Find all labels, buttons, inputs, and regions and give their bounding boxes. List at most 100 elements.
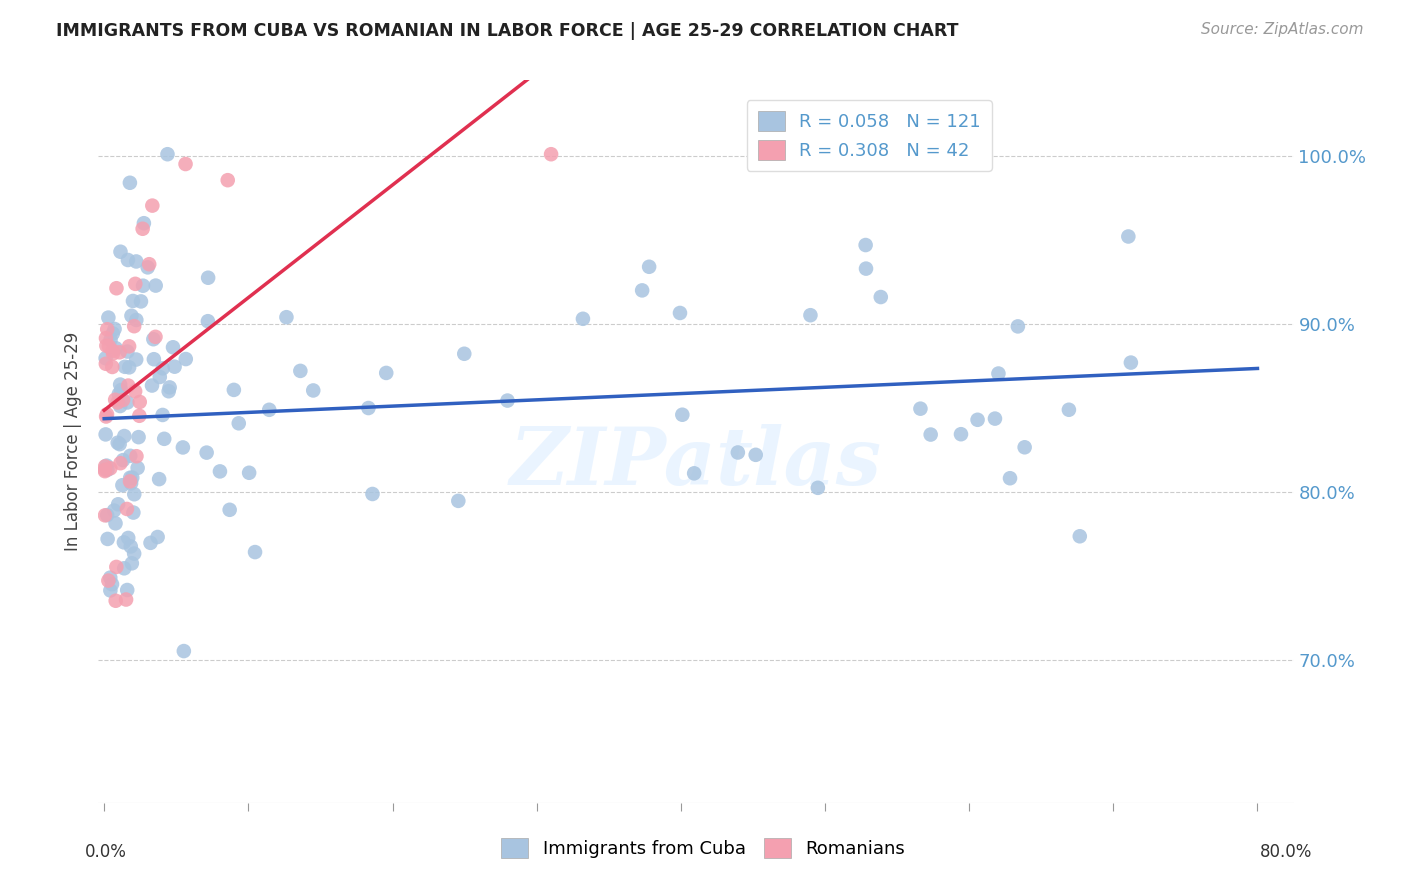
Point xyxy=(910,401,932,416)
Point xyxy=(132,216,155,230)
Point xyxy=(744,448,766,462)
Point xyxy=(920,427,942,442)
Point xyxy=(125,254,148,268)
Point xyxy=(110,456,132,470)
Point xyxy=(105,560,128,574)
Point xyxy=(357,401,380,415)
Point xyxy=(1014,440,1036,454)
Point xyxy=(136,260,159,275)
Text: IMMIGRANTS FROM CUBA VS ROMANIAN IN LABOR FORCE | AGE 25-29 CORRELATION CHART: IMMIGRANTS FROM CUBA VS ROMANIAN IN LABO… xyxy=(56,22,959,40)
Point xyxy=(157,384,180,399)
Point xyxy=(540,147,562,161)
Point xyxy=(855,238,877,252)
Point xyxy=(128,395,150,409)
Point xyxy=(987,367,1010,381)
Point xyxy=(105,281,128,295)
Point xyxy=(163,359,186,374)
Point xyxy=(111,453,134,467)
Point xyxy=(142,352,165,367)
Point xyxy=(162,340,184,354)
Point xyxy=(152,361,174,376)
Point xyxy=(1069,529,1091,543)
Point xyxy=(276,310,298,325)
Point xyxy=(96,407,118,421)
Point xyxy=(671,408,693,422)
Text: ZIPatlas: ZIPatlas xyxy=(510,425,882,502)
Point xyxy=(1057,402,1080,417)
Point xyxy=(104,516,127,531)
Point xyxy=(97,532,120,546)
Point xyxy=(453,347,475,361)
Point xyxy=(127,461,149,475)
Point xyxy=(146,530,169,544)
Point xyxy=(1118,229,1140,244)
Point xyxy=(110,244,132,259)
Point xyxy=(125,313,148,327)
Point xyxy=(124,384,146,399)
Point xyxy=(141,199,163,213)
Y-axis label: In Labor Force | Age 25-29: In Labor Force | Age 25-29 xyxy=(65,332,83,551)
Point xyxy=(94,508,117,523)
Point xyxy=(118,339,141,353)
Point xyxy=(104,593,127,607)
Point xyxy=(1007,319,1029,334)
Point xyxy=(107,395,129,409)
Point xyxy=(153,432,176,446)
Point xyxy=(100,333,122,347)
Point xyxy=(683,467,706,481)
Point xyxy=(197,314,219,328)
Point xyxy=(1119,355,1142,369)
Point xyxy=(122,293,145,308)
Point xyxy=(727,445,749,459)
Point xyxy=(97,310,120,325)
Point xyxy=(222,383,245,397)
Point xyxy=(103,322,125,336)
Point xyxy=(94,357,117,371)
Point xyxy=(638,260,661,274)
Point xyxy=(108,345,131,359)
Point xyxy=(257,402,280,417)
Point xyxy=(112,429,135,443)
Point xyxy=(855,261,877,276)
Point xyxy=(195,445,218,459)
Point xyxy=(98,571,121,585)
Legend: Immigrants from Cuba, Romanians: Immigrants from Cuba, Romanians xyxy=(494,830,912,865)
Point xyxy=(96,322,118,336)
Point xyxy=(631,284,654,298)
Point xyxy=(122,506,145,520)
Point xyxy=(156,147,179,161)
Point xyxy=(174,157,197,171)
Point xyxy=(101,359,124,374)
Point xyxy=(361,487,384,501)
Point xyxy=(111,478,134,492)
Point xyxy=(104,392,127,407)
Point xyxy=(669,306,692,320)
Point xyxy=(124,277,146,291)
Point xyxy=(112,535,135,549)
Point xyxy=(120,471,142,485)
Point xyxy=(117,531,139,545)
Point xyxy=(949,427,972,442)
Point xyxy=(97,574,120,588)
Point xyxy=(122,547,145,561)
Legend: R = 0.058   N = 121, R = 0.308   N = 42: R = 0.058 N = 121, R = 0.308 N = 42 xyxy=(747,100,991,170)
Point xyxy=(96,508,118,523)
Point xyxy=(108,399,131,413)
Point xyxy=(97,339,120,353)
Point xyxy=(217,173,239,187)
Point xyxy=(998,471,1021,485)
Point xyxy=(159,380,181,394)
Point xyxy=(94,427,117,442)
Point xyxy=(984,411,1007,425)
Point xyxy=(114,359,136,374)
Point xyxy=(149,370,172,384)
Point xyxy=(122,319,145,334)
Point xyxy=(96,458,118,473)
Point xyxy=(117,378,139,392)
Point xyxy=(101,346,124,360)
Point xyxy=(129,294,152,309)
Point xyxy=(447,493,470,508)
Point xyxy=(108,437,131,451)
Point xyxy=(108,387,131,401)
Point xyxy=(98,583,121,598)
